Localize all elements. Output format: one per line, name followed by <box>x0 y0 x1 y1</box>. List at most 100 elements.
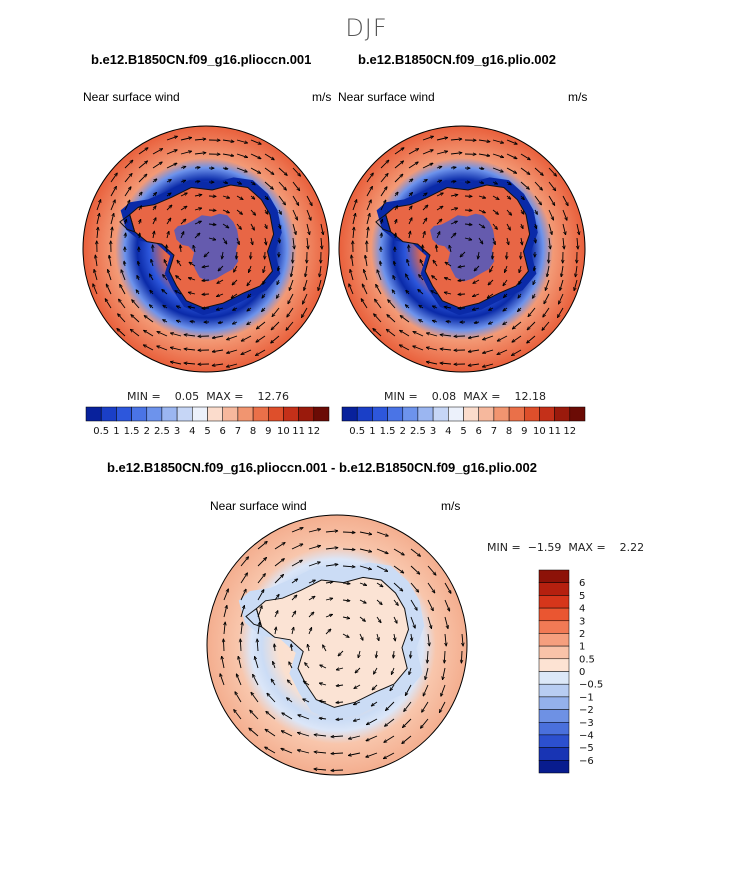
wind-vector <box>558 307 564 318</box>
wind-vector <box>292 167 301 176</box>
wind-vector <box>380 187 387 197</box>
wind-vector <box>166 205 172 211</box>
wind-vector <box>274 594 279 601</box>
wind-vector <box>222 153 234 156</box>
wind-vector <box>410 582 419 592</box>
wind-vector <box>277 279 279 285</box>
colorbar-1-tick-label: 2 <box>144 426 150 437</box>
panel-2-max-label: MAX = <box>463 390 501 403</box>
wind-vector <box>166 193 171 197</box>
wind-vector <box>130 329 140 337</box>
wind-vector <box>548 209 554 220</box>
colorbar-diff-color-box <box>538 747 570 761</box>
coastline <box>255 576 410 708</box>
wind-vector <box>286 321 294 330</box>
wind-vector <box>262 293 266 298</box>
colorbar-2-tick-label: 9 <box>521 426 527 437</box>
wind-vector <box>380 261 381 267</box>
wind-vector <box>408 218 412 225</box>
wind-vector <box>400 316 410 323</box>
wind-vector <box>166 163 177 169</box>
wind-vector <box>440 363 452 364</box>
peninsula-coastline <box>245 607 263 628</box>
wind-vector <box>256 335 266 342</box>
wind-vector <box>391 667 395 675</box>
wind-vector <box>325 582 333 583</box>
wind-vector <box>202 294 210 295</box>
panel-2-variable-label: Near surface wind <box>338 90 435 104</box>
wind-vector <box>124 160 133 169</box>
wind-vector <box>232 279 238 285</box>
wind-vector <box>503 279 508 286</box>
wind-vector <box>427 565 436 575</box>
wind-vector <box>249 265 252 273</box>
wind-vector <box>478 140 490 142</box>
wind-vector <box>131 315 140 323</box>
wind-vector <box>436 138 448 141</box>
wind-vector <box>408 193 413 197</box>
wind-vector <box>352 200 357 211</box>
colorbar-diff-tick-label: 0 <box>579 667 585 678</box>
wind-vector <box>336 719 344 720</box>
wind-vector <box>119 299 126 309</box>
wind-vector <box>253 674 259 686</box>
wind-vector <box>180 219 186 225</box>
wind-vector <box>314 752 327 753</box>
wind-vectors <box>220 528 463 771</box>
wind-vector <box>376 548 388 554</box>
colorbar-2-tick-label: 5 <box>460 426 466 437</box>
wind-vector <box>176 320 182 322</box>
wind-vector <box>204 251 210 257</box>
colorbar-diff-tick-label: −3 <box>579 718 594 729</box>
wind-vector <box>361 299 368 309</box>
colorbar-2-tick-label: 10 <box>533 426 546 437</box>
wind-vector <box>534 195 542 205</box>
wind-vector <box>376 565 388 571</box>
colorbar-1-color-box <box>313 406 330 422</box>
wind-vector <box>520 167 530 175</box>
colorbar-2-color-box <box>402 406 419 422</box>
wind-vector <box>331 753 344 754</box>
colorbar-diff-tick-label: −1 <box>579 692 594 703</box>
wind-vector <box>190 321 196 322</box>
wind-vector <box>325 564 338 566</box>
wind-vector <box>407 259 409 267</box>
wind-vector <box>383 752 395 759</box>
wind-vector <box>436 151 448 155</box>
colorbar-1-color-box <box>176 406 193 422</box>
wind-vector <box>305 265 307 277</box>
wind-vector <box>249 728 259 737</box>
wind-vector <box>138 192 142 197</box>
wind-vector <box>426 347 438 351</box>
wind-vector <box>189 262 196 267</box>
wind-vector <box>348 752 361 756</box>
panel-1-units-label: m/s <box>312 90 332 104</box>
wind-vector <box>562 209 567 220</box>
map-border <box>82 125 330 373</box>
wind-vector <box>264 167 274 175</box>
colorbar-2-color-box <box>463 406 479 422</box>
wind-vector <box>194 153 206 154</box>
colorbar-2-color-box <box>417 406 434 422</box>
wind-vector <box>279 237 280 243</box>
wind-vector <box>139 219 141 225</box>
wind-vector <box>359 616 365 621</box>
wind-vector <box>96 213 100 225</box>
wind-vector <box>106 284 112 295</box>
wind-vector <box>233 308 238 310</box>
wind-vector <box>512 349 522 356</box>
wind-vector <box>250 223 254 230</box>
wind-vector <box>441 684 446 696</box>
wind-vector <box>236 209 243 214</box>
wind-vector <box>331 736 344 737</box>
wind-vector <box>548 167 557 176</box>
wind-vector <box>444 582 451 593</box>
wind-vector <box>305 663 310 669</box>
wind-vector <box>355 667 361 673</box>
wind-vector <box>124 174 132 183</box>
wind-vector <box>432 306 438 308</box>
wind-vector <box>353 227 354 239</box>
colorbar-1-tick-label: 6 <box>220 426 226 437</box>
wind-vector <box>376 531 388 536</box>
wind-vector <box>365 255 368 267</box>
